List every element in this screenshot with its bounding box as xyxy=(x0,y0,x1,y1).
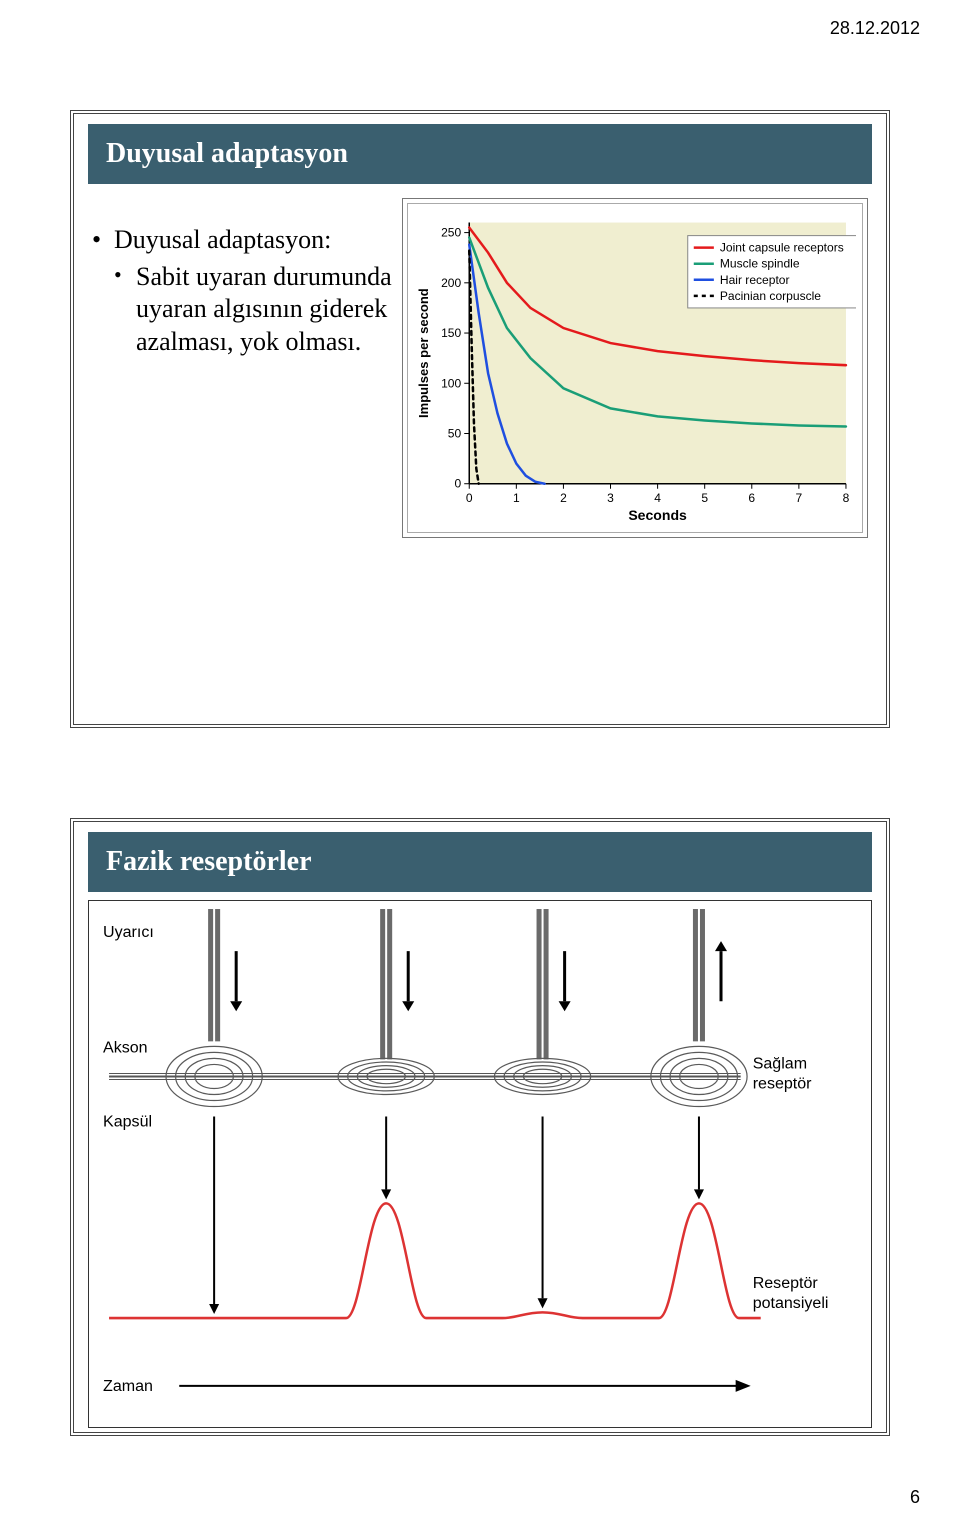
svg-text:Zaman: Zaman xyxy=(103,1377,153,1395)
svg-text:Uyarıcı: Uyarıcı xyxy=(103,923,154,941)
slide1-title: Duyusal adaptasyon xyxy=(106,138,854,170)
svg-text:Impulses per second: Impulses per second xyxy=(416,288,431,418)
svg-text:100: 100 xyxy=(441,376,461,390)
phasic-receptor-svg: Uyarıcı Akson Kapsül Sağlam reseptör Reseptör… xyxy=(89,901,871,1422)
slide1-title-bar: Duyusal adaptasyon xyxy=(88,124,872,184)
svg-text:7: 7 xyxy=(796,491,803,505)
svg-text:200: 200 xyxy=(441,276,461,290)
svg-text:Reseptör: Reseptör xyxy=(753,1274,819,1292)
svg-text:1: 1 xyxy=(513,491,520,505)
slide2-title: Fazik reseptörler xyxy=(106,846,854,878)
svg-text:Kapsül: Kapsül xyxy=(103,1113,152,1131)
adaptation-chart-svg: 0 50 100 150 200 250 0 1 2 3 4 5 6 7 8 Seconds Impulses … xyxy=(414,210,856,526)
bullet-adaptasyon-text: Duyusal adaptasyon: xyxy=(114,225,331,254)
slide1-body: Duyusal adaptasyon: Sabit uyaran durumun… xyxy=(74,184,886,556)
svg-text:6: 6 xyxy=(748,491,755,505)
svg-text:8: 8 xyxy=(843,491,850,505)
bullet-adaptasyon-sub: Sabit uyaran durumunda uyaran algısının … xyxy=(114,261,392,359)
adaptation-chart-frame: 0 50 100 150 200 250 0 1 2 3 4 5 6 7 8 Seconds Impulses … xyxy=(407,203,863,533)
svg-text:3: 3 xyxy=(607,491,614,505)
page-number: 6 xyxy=(910,1487,920,1508)
svg-text:Seconds: Seconds xyxy=(628,507,687,523)
svg-text:Sağlam: Sağlam xyxy=(753,1054,807,1072)
svg-text:0: 0 xyxy=(455,477,462,491)
svg-text:potansiyeli: potansiyeli xyxy=(753,1294,829,1312)
page-date: 28.12.2012 xyxy=(830,18,920,39)
svg-text:0: 0 xyxy=(466,491,473,505)
svg-text:Joint capsule receptors: Joint capsule receptors xyxy=(720,241,844,255)
svg-text:50: 50 xyxy=(448,427,462,441)
svg-text:4: 4 xyxy=(654,491,661,505)
svg-text:2: 2 xyxy=(560,491,567,505)
bullet-adaptasyon: Duyusal adaptasyon: Sabit uyaran durumun… xyxy=(92,224,392,358)
svg-text:250: 250 xyxy=(441,226,461,240)
svg-text:5: 5 xyxy=(701,491,708,505)
svg-text:reseptör: reseptör xyxy=(753,1074,812,1092)
phasic-receptor-diagram: Uyarıcı Akson Kapsül Sağlam reseptör Reseptör… xyxy=(88,900,872,1428)
svg-text:150: 150 xyxy=(441,326,461,340)
slide-fazik-reseptorler: Fazik reseptörler Uyarıcı Akson Kapsül Sağl… xyxy=(70,818,890,1436)
slide-duyusal-adaptasyon: Duyusal adaptasyon Duyusal adaptasyon: S… xyxy=(70,110,890,728)
svg-text:Akson: Akson xyxy=(103,1038,148,1056)
slide2-title-bar: Fazik reseptörler xyxy=(88,832,872,892)
svg-text:Hair receptor: Hair receptor xyxy=(720,273,790,287)
svg-text:Muscle spindle: Muscle spindle xyxy=(720,257,800,271)
svg-text:Pacinian corpuscle: Pacinian corpuscle xyxy=(720,289,821,303)
slide1-bullets: Duyusal adaptasyon: Sabit uyaran durumun… xyxy=(92,198,392,538)
adaptation-chart: 0 50 100 150 200 250 0 1 2 3 4 5 6 7 8 Seconds Impulses … xyxy=(402,198,868,538)
